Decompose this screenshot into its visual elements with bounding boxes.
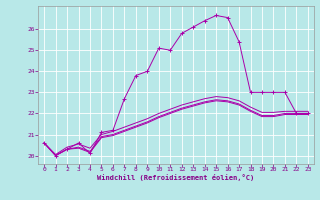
X-axis label: Windchill (Refroidissement éolien,°C): Windchill (Refroidissement éolien,°C) bbox=[97, 174, 255, 181]
